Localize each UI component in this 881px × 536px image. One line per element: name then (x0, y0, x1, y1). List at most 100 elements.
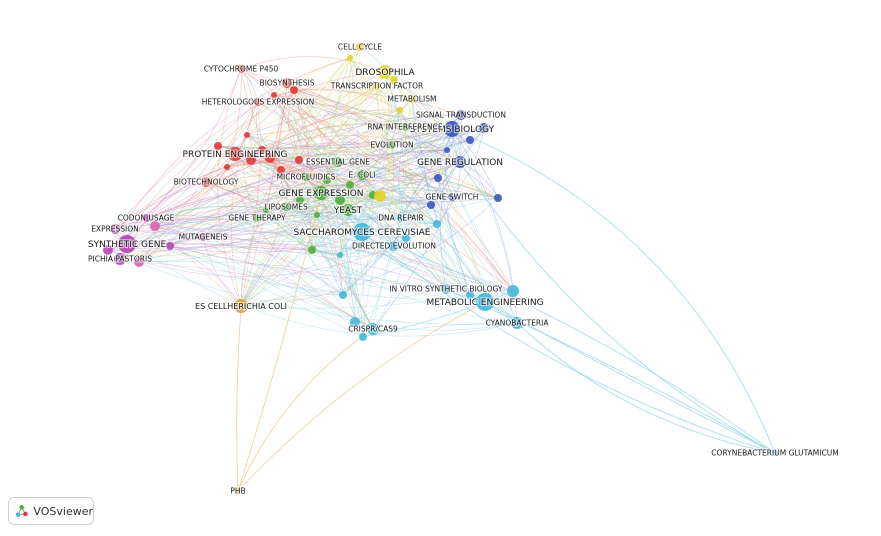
node-label[interactable]: BIOSYNTHESIS (258, 78, 315, 89)
network-node[interactable] (314, 212, 320, 218)
network-node[interactable] (390, 76, 398, 84)
node-label[interactable]: DNA REPAIR (377, 213, 425, 224)
network-node[interactable] (448, 193, 456, 201)
node-label[interactable]: YEAST (332, 205, 364, 217)
network-node[interactable] (282, 78, 292, 88)
network-node[interactable] (282, 203, 290, 211)
node-label[interactable]: ESSENTIAL GENE (305, 157, 371, 168)
network-node[interactable] (263, 207, 269, 213)
network-node[interactable] (103, 245, 113, 255)
node-label[interactable]: LIPOSOMES (263, 202, 309, 213)
network-node[interactable] (258, 146, 266, 154)
node-label[interactable]: SACCHAROMYCES CEREVISIAE (292, 227, 431, 239)
node-label[interactable]: MUTAGENEIS (177, 232, 228, 243)
node-label[interactable]: EXPRESSION (90, 224, 140, 235)
network-node[interactable] (454, 156, 466, 168)
network-node[interactable] (134, 257, 144, 267)
node-label[interactable]: GENE THERAPY (227, 213, 287, 224)
network-node[interactable] (388, 141, 396, 149)
network-node[interactable] (302, 173, 310, 181)
network-node[interactable] (353, 223, 371, 241)
network-node[interactable] (401, 123, 409, 131)
network-node[interactable] (466, 136, 474, 144)
node-label[interactable]: DIRECTED EVOLUTION (351, 241, 437, 252)
network-node[interactable] (357, 170, 367, 180)
network-node[interactable] (150, 221, 160, 231)
network-node[interactable] (214, 142, 222, 150)
network-node[interactable] (397, 214, 405, 222)
node-label[interactable]: METABOLISM (386, 94, 437, 105)
network-node[interactable] (114, 253, 126, 265)
node-label[interactable]: EVOLUTION (369, 140, 414, 151)
node-label[interactable]: CODON USAGE (117, 213, 176, 224)
network-node[interactable] (235, 488, 241, 494)
network-node[interactable] (110, 224, 120, 234)
network-node[interactable] (201, 177, 211, 187)
node-label[interactable]: MICROFLUIDICS (275, 172, 336, 183)
network-node[interactable] (224, 164, 230, 170)
network-node[interactable] (290, 86, 298, 94)
network-node[interactable] (253, 214, 261, 222)
node-label[interactable]: CORYNEBACTERIUM GLUTAMICUM (710, 448, 840, 459)
network-node[interactable] (308, 246, 316, 254)
network-node[interactable] (234, 299, 248, 313)
network-node[interactable] (359, 333, 367, 341)
network-node[interactable] (444, 121, 460, 137)
network-node[interactable] (244, 132, 250, 138)
network-node[interactable] (339, 291, 347, 299)
network-node[interactable] (511, 317, 523, 329)
network-node[interactable] (374, 190, 386, 202)
network-node[interactable] (346, 181, 354, 189)
node-label[interactable]: GENE REGULATION (416, 157, 504, 169)
network-node[interactable] (479, 123, 489, 133)
network-node[interactable] (444, 147, 450, 153)
node-label[interactable]: CYANOBACTERIA (484, 318, 550, 329)
network-node[interactable] (456, 110, 466, 120)
network-node[interactable] (199, 233, 207, 241)
network-node[interactable] (335, 195, 345, 205)
node-label[interactable]: BIOTECHNOLOGY (172, 177, 239, 188)
node-label[interactable]: SYNTHETIC GENE (87, 239, 168, 251)
node-label[interactable]: PROTEIN ENGINEERING (181, 149, 288, 161)
network-node[interactable] (373, 82, 381, 90)
network-node[interactable] (333, 157, 343, 167)
node-label[interactable]: RNA INTERFERENCE (366, 122, 444, 133)
network-node[interactable] (389, 241, 399, 251)
node-label[interactable]: E. COLI (347, 170, 376, 181)
node-label[interactable]: CRISPR/CAS9 (347, 324, 399, 335)
node-label[interactable]: HETEROLOGOUS EXPRESSION (201, 97, 316, 108)
network-node[interactable] (350, 317, 360, 327)
network-node[interactable] (342, 204, 354, 216)
network-node[interactable] (246, 155, 256, 165)
network-node[interactable] (228, 147, 242, 161)
network-node[interactable] (323, 176, 331, 184)
network-node[interactable] (254, 98, 262, 106)
network-node[interactable] (277, 166, 285, 174)
network-node[interactable] (237, 65, 245, 73)
node-label[interactable]: GENE SWITCH (425, 192, 480, 203)
network-node[interactable] (772, 450, 778, 456)
network-node[interactable] (166, 242, 174, 250)
node-label[interactable]: PICHIA PASTORIS (87, 254, 153, 265)
network-node[interactable] (265, 153, 275, 163)
node-label[interactable]: METABOLIC ENGINEERING (425, 297, 544, 309)
network-node[interactable] (142, 214, 150, 222)
network-node[interactable] (397, 107, 403, 113)
node-label[interactable]: IN VITRO SYNTHETIC BIOLOGY (388, 284, 504, 295)
vosviewer-badge[interactable]: VOSviewer (8, 497, 94, 525)
network-node[interactable] (408, 95, 416, 103)
network-node[interactable] (441, 284, 451, 294)
network-node[interactable] (356, 43, 364, 51)
network-node[interactable] (507, 285, 519, 297)
network-node[interactable] (402, 234, 410, 242)
network-node[interactable] (295, 156, 303, 164)
network-node[interactable] (314, 186, 328, 200)
node-label[interactable]: SIGNAL TRANSDUCTION (415, 110, 507, 121)
network-node[interactable] (378, 65, 392, 79)
node-label[interactable]: CYTOCHROME P450 (203, 64, 280, 75)
network-node[interactable] (433, 220, 441, 228)
network-node[interactable] (427, 201, 435, 209)
node-label[interactable]: SYSTEMS BIOLOGY (409, 124, 496, 136)
node-label[interactable]: DROSOPHILA (354, 67, 416, 79)
